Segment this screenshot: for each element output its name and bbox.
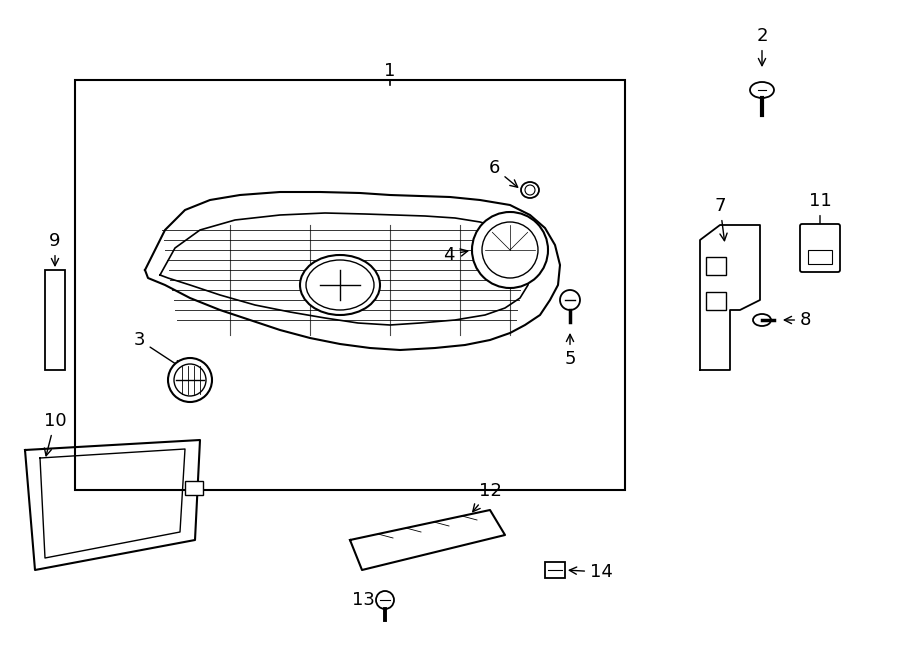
Text: 4: 4 [444,246,468,264]
Bar [545,562,565,578]
Text: 2: 2 [756,27,768,65]
Ellipse shape [521,182,539,198]
Bar [75,80,625,490]
FancyBboxPatch shape [800,224,840,272]
Text: 7: 7 [715,197,727,241]
Text: 10: 10 [44,412,67,456]
Text: 5: 5 [564,334,576,368]
Text: 8: 8 [784,311,812,329]
Bar [706,292,726,310]
Circle shape [472,212,548,288]
Text: 14: 14 [570,563,613,581]
Ellipse shape [750,82,774,98]
Bar [185,481,203,495]
Text: 1: 1 [384,62,396,80]
Bar [706,257,726,275]
Ellipse shape [753,314,771,326]
Circle shape [376,591,394,609]
Text: 12: 12 [472,482,501,512]
Text: 11: 11 [808,192,832,231]
Bar [808,250,832,264]
Text: 13: 13 [352,591,391,609]
Circle shape [560,290,580,310]
Circle shape [168,358,212,402]
Bar [45,270,65,370]
Text: 6: 6 [489,159,518,187]
Ellipse shape [300,255,380,315]
Text: 9: 9 [50,232,61,266]
Text: 3: 3 [133,331,182,368]
